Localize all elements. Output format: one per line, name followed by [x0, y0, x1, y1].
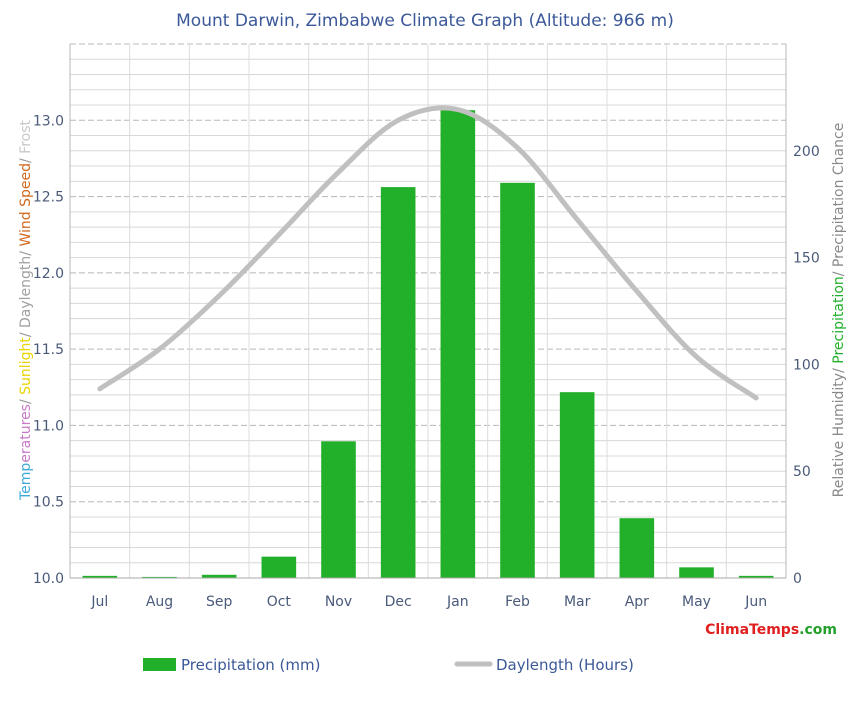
logo-part: .com	[799, 622, 837, 638]
x-tick-label: Feb	[505, 594, 530, 610]
right-axis-label-part: /	[831, 364, 847, 373]
precipitation-bars	[82, 110, 774, 578]
x-tick-label: Mar	[564, 594, 591, 610]
left-axis-ticks: 10.0 10.5 11.0 11.5 12.0 12.5 13.0	[33, 113, 64, 587]
right-tick-label: 100	[793, 357, 820, 373]
chart-title: Mount Darwin, Zimbabwe Climate Graph (Al…	[176, 11, 674, 31]
precipitation-bar-oct	[261, 556, 297, 578]
logo-part: Clima	[705, 622, 749, 638]
left-axis-label-part: Temp	[18, 463, 34, 501]
precipitation-bar-apr	[619, 518, 655, 578]
right-axis-ticks: 0 50 100 150 200	[793, 144, 820, 587]
left-tick-label: 12.0	[33, 266, 64, 282]
x-tick-label: Oct	[267, 594, 292, 610]
left-tick-label: 13.0	[33, 113, 64, 129]
x-tick-label: Jan	[446, 594, 469, 610]
grid	[69, 43, 787, 578]
x-tick-label: Jun	[744, 594, 767, 610]
right-axis-label-part: Relative Humidity	[831, 373, 847, 497]
legend-precipitation-label: Precipitation (mm)	[181, 656, 320, 674]
x-tick-label: Aug	[146, 594, 173, 610]
precipitation-bar-dec	[380, 187, 416, 578]
precipitation-bar-jul	[82, 575, 118, 578]
legend-precipitation-swatch	[143, 658, 176, 671]
left-tick-label: 10.5	[33, 495, 64, 511]
right-tick-label: 0	[793, 571, 802, 587]
x-tick-label: Jul	[90, 594, 108, 610]
left-tick-label: 12.5	[33, 190, 64, 206]
precipitation-bar-sep	[201, 574, 237, 578]
right-axis-label-part: /	[831, 267, 847, 276]
left-tick-label: 11.0	[33, 418, 64, 434]
legend-daylength-label: Daylength (Hours)	[496, 656, 634, 674]
daylength-line	[97, 105, 759, 401]
left-tick-label: 10.0	[33, 571, 64, 587]
left-axis-label-part: /	[18, 328, 34, 337]
precipitation-bar-aug	[142, 576, 177, 578]
logo-part: Temps	[749, 622, 799, 638]
left-axis-label-part: eratures	[18, 404, 34, 463]
left-axis-label-part: /	[18, 154, 34, 163]
precipitation-bar-mar	[559, 392, 595, 578]
climatemps-logo: ClimaTemps.com	[705, 622, 837, 638]
x-tick-label: Dec	[385, 594, 412, 610]
x-tick-label: Apr	[625, 594, 649, 610]
left-axis-label-part: Sunlight	[18, 337, 34, 395]
left-axis-label-part: Wind Speed	[18, 163, 34, 247]
daylength-curve	[97, 105, 759, 401]
left-axis-label-part: /	[18, 247, 34, 256]
right-tick-label: 150	[793, 251, 820, 267]
precipitation-bar-may	[679, 567, 714, 578]
left-axis-label-part: Daylength	[18, 256, 34, 328]
right-axis-label: Relative Humidity/ Precipitation/ Precip…	[831, 123, 847, 498]
left-axis-label-part: Frost	[18, 120, 34, 154]
precipitation-bar-jan	[440, 110, 476, 578]
left-tick-label: 11.5	[33, 342, 64, 358]
legend: Precipitation (mm) Daylength (Hours)	[143, 656, 634, 674]
precipitation-bar-jun	[738, 575, 774, 578]
x-tick-label: May	[682, 594, 711, 610]
right-axis-label-part: Precipitation	[831, 276, 847, 364]
left-axis-label: Temperatures/ Sunlight/ Daylength/ Wind …	[18, 120, 34, 501]
left-axis-label-part: /	[18, 395, 34, 404]
axes	[69, 44, 787, 579]
precipitation-bar-nov	[321, 441, 356, 578]
x-tick-label: Sep	[206, 594, 233, 610]
right-tick-label: 200	[793, 144, 820, 160]
x-tick-label: Nov	[325, 594, 352, 610]
precipitation-bar-feb	[500, 182, 535, 578]
right-tick-label: 50	[793, 464, 811, 480]
right-axis-label-part: Precipitation Chance	[831, 123, 847, 267]
x-axis-ticks: Jul Aug Sep Oct Nov Dec Jan Feb Mar Apr May Jun	[90, 594, 767, 610]
